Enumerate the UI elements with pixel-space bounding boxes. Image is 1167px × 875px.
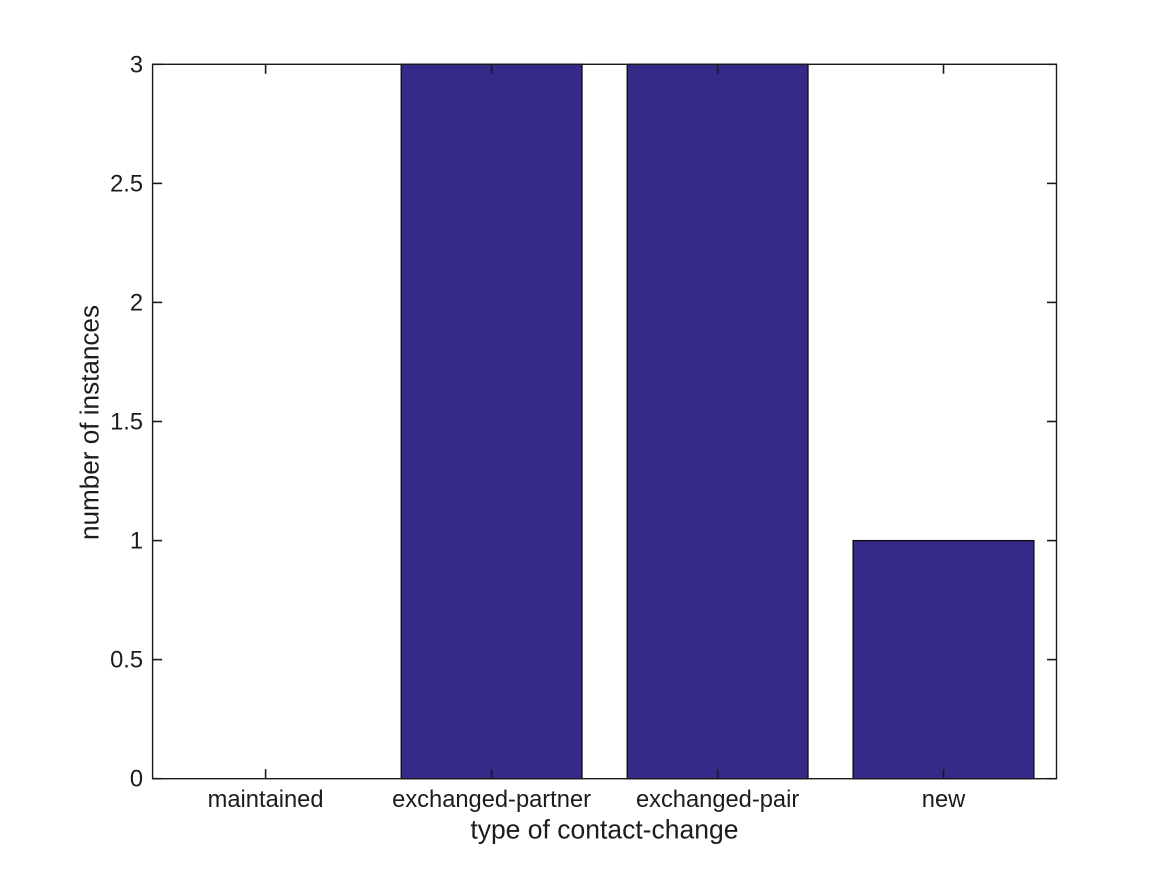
svg-text:2: 2 bbox=[130, 290, 143, 316]
svg-text:2.5: 2.5 bbox=[110, 171, 143, 197]
svg-text:0.5: 0.5 bbox=[110, 648, 143, 674]
svg-text:new: new bbox=[922, 787, 966, 813]
svg-text:type of contact-change: type of contact-change bbox=[470, 814, 738, 844]
svg-text:exchanged-pair: exchanged-pair bbox=[636, 787, 799, 813]
svg-text:number of instances: number of instances bbox=[74, 305, 104, 540]
svg-text:1: 1 bbox=[130, 529, 143, 555]
svg-text:0: 0 bbox=[130, 767, 143, 793]
svg-text:exchanged-partner: exchanged-partner bbox=[392, 787, 591, 813]
svg-text:1.5: 1.5 bbox=[110, 410, 143, 436]
svg-text:maintained: maintained bbox=[208, 787, 324, 813]
svg-text:3: 3 bbox=[130, 52, 143, 78]
